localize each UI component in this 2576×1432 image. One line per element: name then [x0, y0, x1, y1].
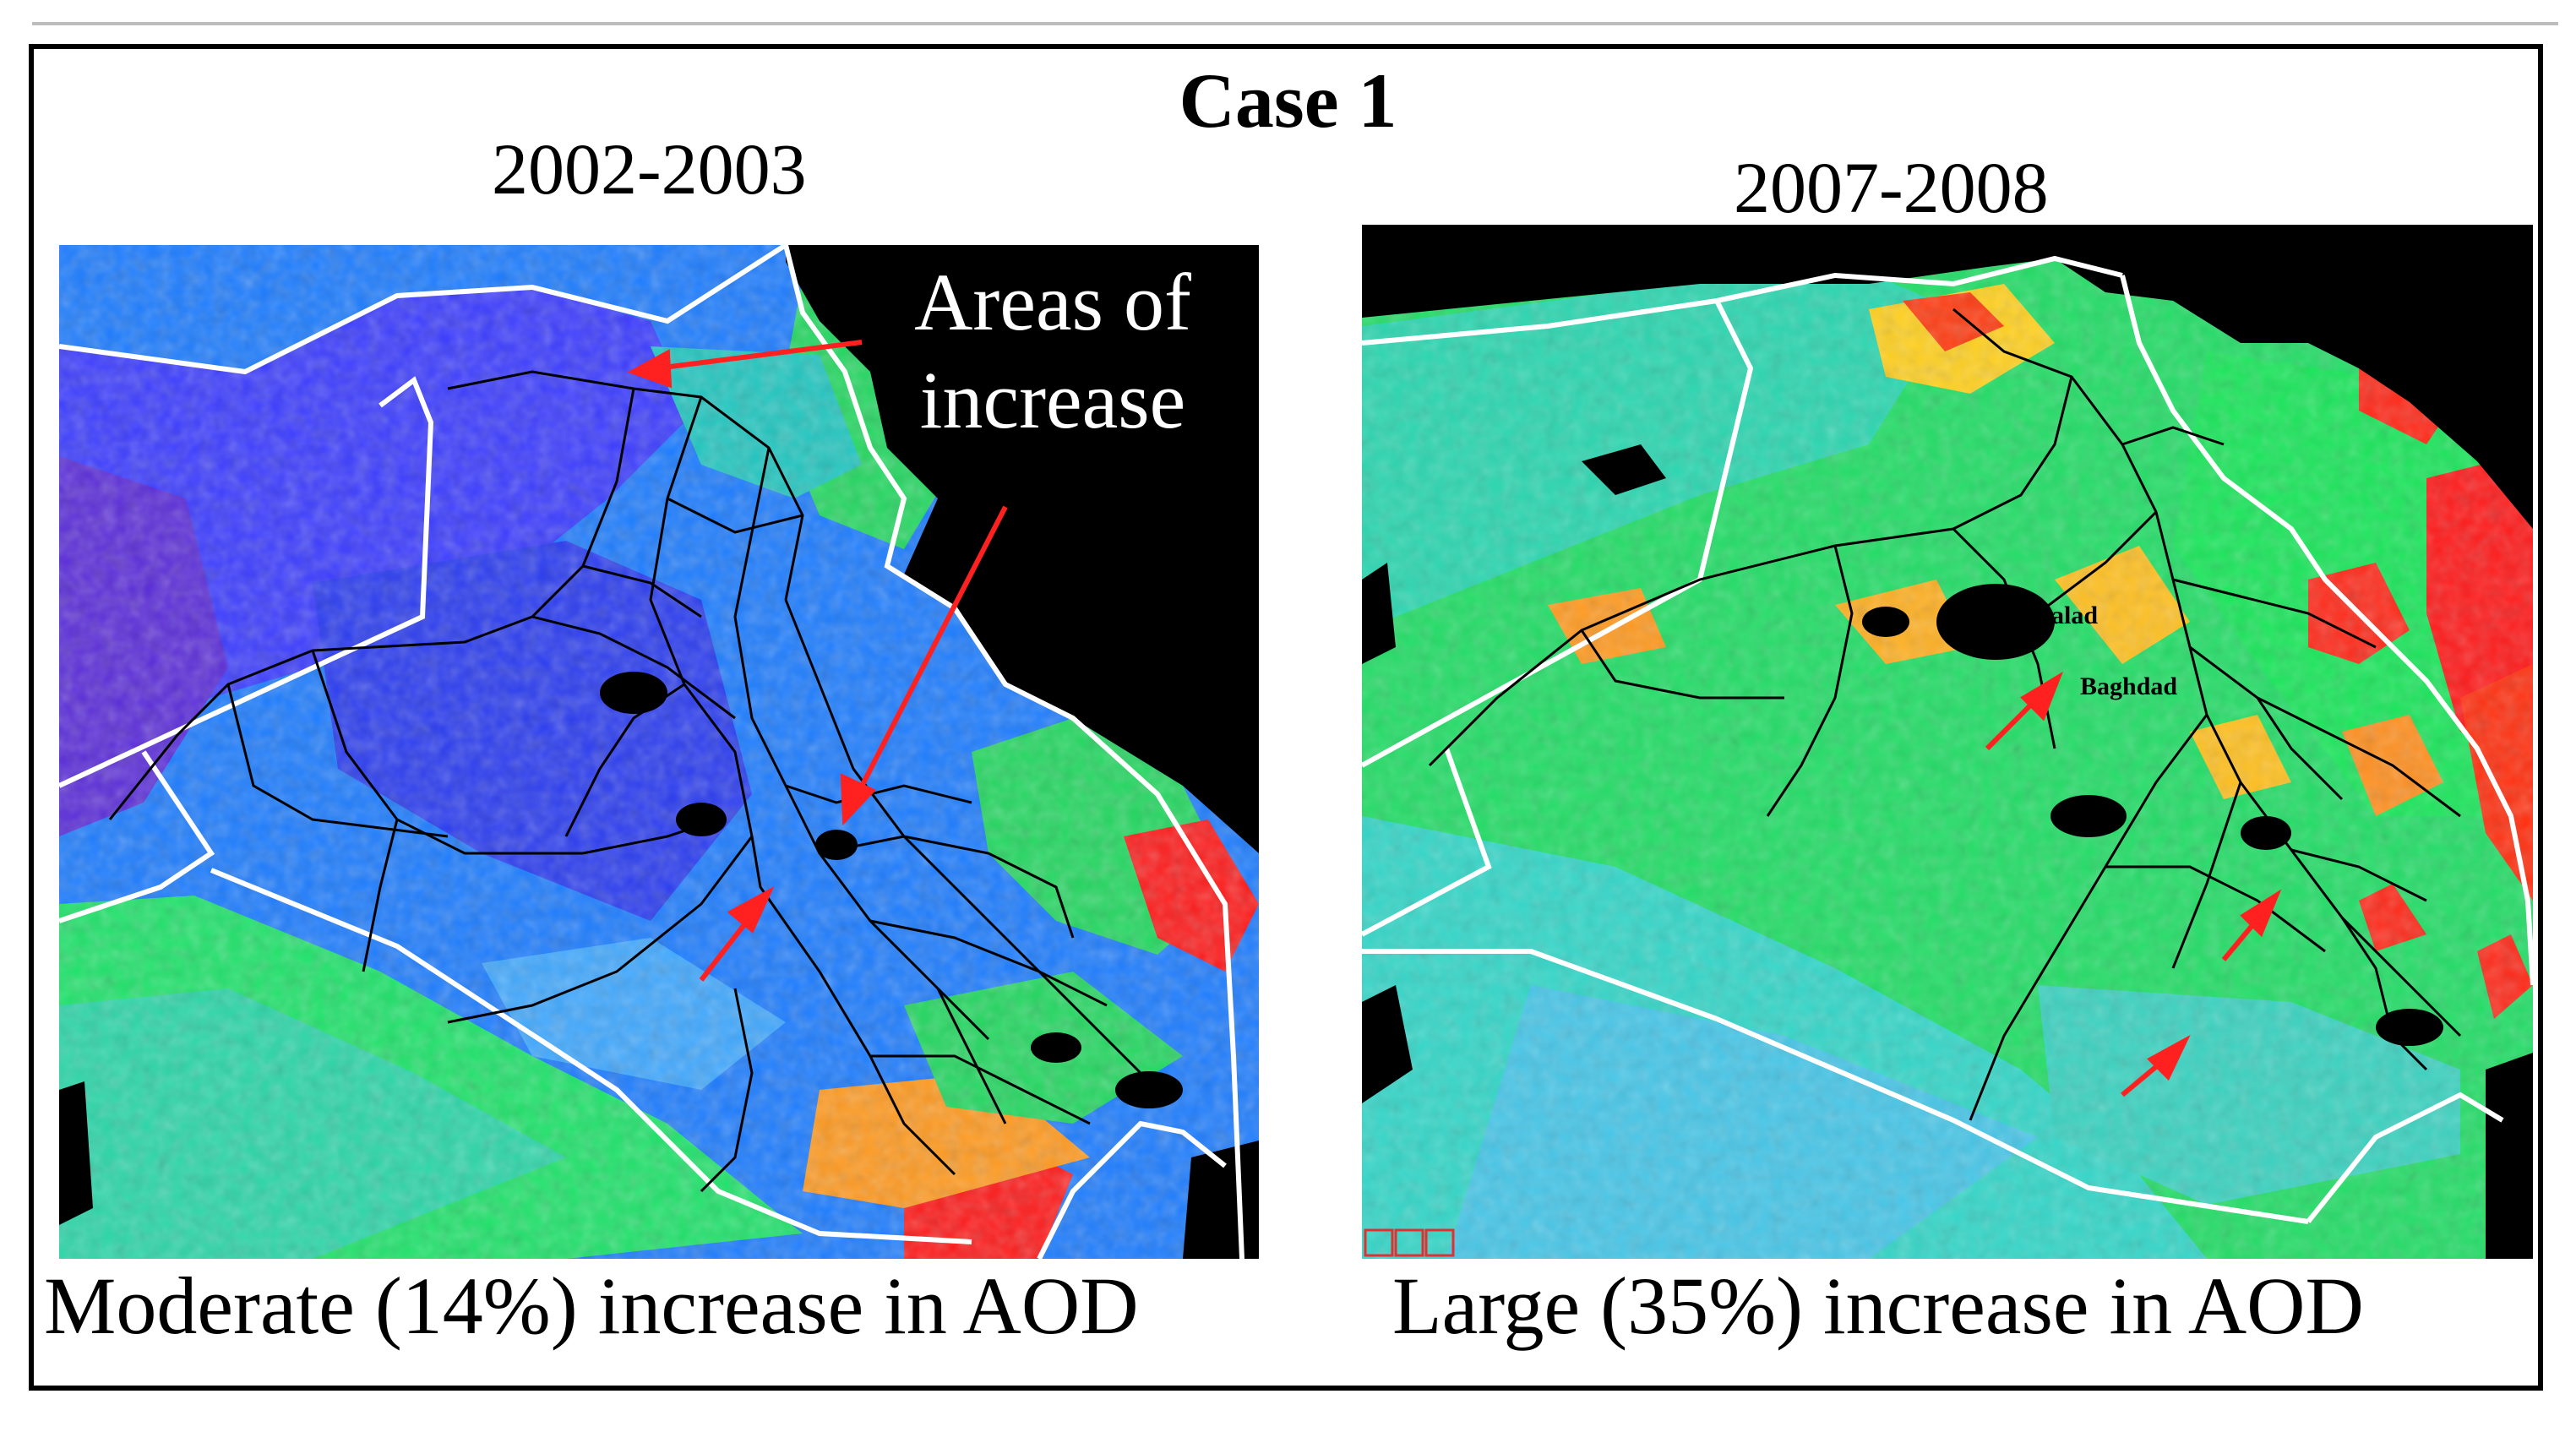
aod-map-2002-2003	[59, 245, 1259, 1259]
increase-arrows-right	[1985, 671, 2282, 1097]
annotation-areas-of-increase: Areas of increase	[914, 257, 1191, 445]
caption-left: Moderate (14%) increase in AOD	[44, 1260, 1139, 1351]
top-rule	[32, 22, 2558, 25]
city-label-balad: Balad	[2034, 602, 2099, 629]
country-borders-right	[1362, 255, 2533, 1224]
road-network-right	[1428, 308, 2462, 1121]
figure-frame	[29, 44, 2543, 1391]
road-network-left	[108, 370, 1159, 1193]
legend-boxes	[1364, 1228, 1455, 1257]
map-right-svg	[1362, 225, 2533, 1259]
increase-arrows-left	[627, 340, 1008, 982]
caption-right: Large (35%) increase in AOD	[1392, 1260, 2364, 1351]
map-left-svg	[59, 245, 1259, 1259]
period-label-left: 2002-2003	[492, 128, 807, 210]
period-label-right: 2007-2008	[1734, 147, 2049, 228]
aod-map-2007-2008	[1362, 225, 2533, 1259]
city-label-baghdad: Baghdad	[2080, 672, 2178, 700]
figure-title: Case 1	[1179, 57, 1397, 144]
